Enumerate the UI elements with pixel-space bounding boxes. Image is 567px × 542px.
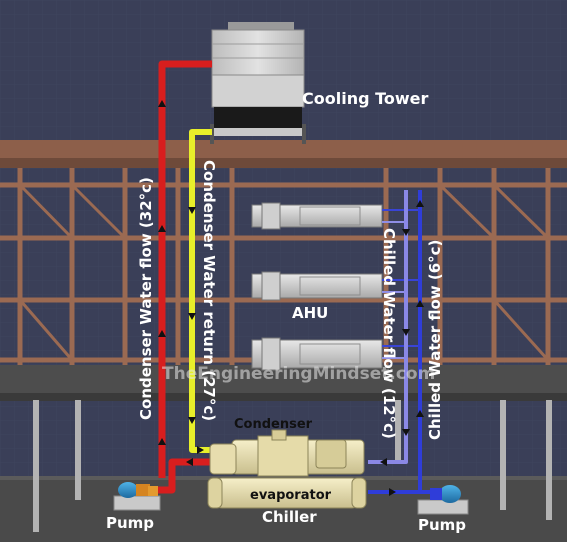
condenser-water-return-label: Condenser Water return (27°c) (200, 160, 218, 421)
condenser-label: Condenser (234, 417, 313, 432)
cooling-tower-label: Cooling Tower (302, 89, 429, 108)
pump-right (417, 485, 469, 515)
cooling-tower (210, 22, 306, 144)
ahu-unit (251, 271, 383, 301)
evaporator-label: evaporator (250, 488, 332, 503)
support-columns (33, 400, 552, 532)
chiller (207, 429, 367, 509)
roof-slab (0, 140, 567, 168)
chiller-label: Chiller (262, 508, 317, 526)
pump-left (113, 482, 161, 511)
ahu-branch-pipes (382, 209, 420, 359)
chilled-water-return-label: Chilled Water flow (12°c) (380, 228, 398, 439)
condenser-water-flow-label: Condenser Water flow (32°c) (137, 177, 155, 420)
ahu-unit (251, 202, 383, 230)
pump-left-label: Pump (106, 514, 154, 532)
flow-arrows (158, 100, 424, 496)
steel-frame (0, 168, 567, 380)
ahu-label: AHU (292, 304, 328, 322)
watermark-text: TheEngineeringMindset.com (162, 364, 435, 384)
ahu-unit (251, 337, 383, 371)
chilled-water-supply-label: Chilled Water flow (6°c) (426, 240, 444, 440)
pump-right-label: Pump (418, 516, 466, 534)
